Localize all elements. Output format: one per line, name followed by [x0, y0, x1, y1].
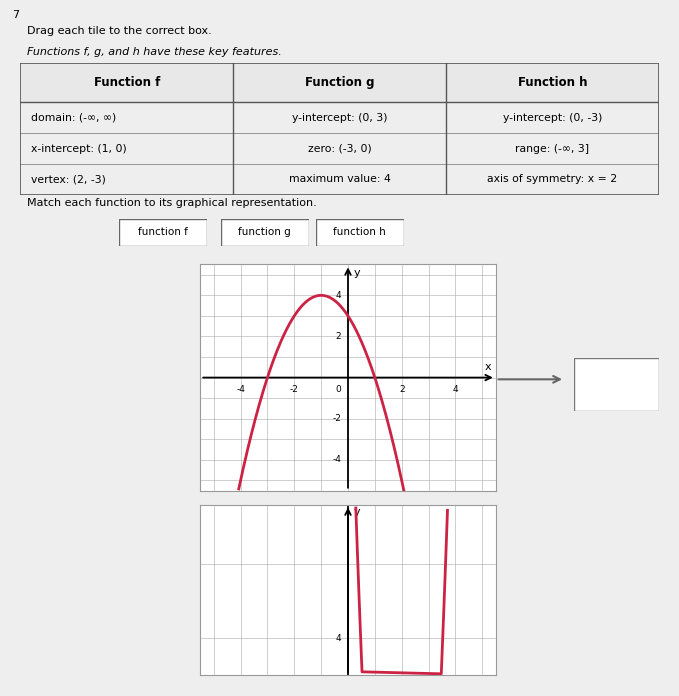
Text: Function h: Function h [517, 76, 587, 89]
Text: y: y [353, 268, 360, 278]
Text: maximum value: 4: maximum value: 4 [289, 175, 390, 184]
Text: Functions f, g, and h have these key features.: Functions f, g, and h have these key fea… [27, 47, 282, 57]
Text: axis of symmetry: x = 2: axis of symmetry: x = 2 [488, 175, 617, 184]
Text: 2: 2 [335, 332, 342, 341]
Text: 7: 7 [12, 10, 19, 20]
Text: function g: function g [238, 228, 291, 237]
Text: -4: -4 [236, 385, 245, 394]
Text: function f: function f [138, 228, 188, 237]
Text: domain: (-∞, ∞): domain: (-∞, ∞) [31, 113, 116, 122]
Text: 4: 4 [335, 291, 342, 300]
Text: range: (-∞, 3]: range: (-∞, 3] [515, 143, 589, 154]
Text: Function f: Function f [94, 76, 160, 89]
Text: -2: -2 [290, 385, 299, 394]
Text: Function g: Function g [305, 76, 374, 89]
Bar [20, 63, 659, 102]
Text: x: x [485, 363, 491, 372]
Text: y: y [353, 507, 360, 516]
Text: -2: -2 [333, 414, 342, 423]
Text: function h: function h [333, 228, 386, 237]
Text: -4: -4 [333, 455, 342, 464]
Text: 4: 4 [335, 633, 342, 642]
Text: vertex: (2, -3): vertex: (2, -3) [31, 175, 106, 184]
Text: Match each function to its graphical representation.: Match each function to its graphical rep… [27, 198, 317, 208]
Text: zero: (-3, 0): zero: (-3, 0) [308, 143, 371, 154]
Text: 0: 0 [335, 385, 342, 394]
Text: y-intercept: (0, 3): y-intercept: (0, 3) [292, 113, 387, 122]
Text: y-intercept: (0, -3): y-intercept: (0, -3) [502, 113, 602, 122]
Text: Drag each tile to the correct box.: Drag each tile to the correct box. [27, 26, 212, 36]
Text: x-intercept: (1, 0): x-intercept: (1, 0) [31, 143, 127, 154]
Text: 4: 4 [453, 385, 458, 394]
Text: 2: 2 [399, 385, 405, 394]
